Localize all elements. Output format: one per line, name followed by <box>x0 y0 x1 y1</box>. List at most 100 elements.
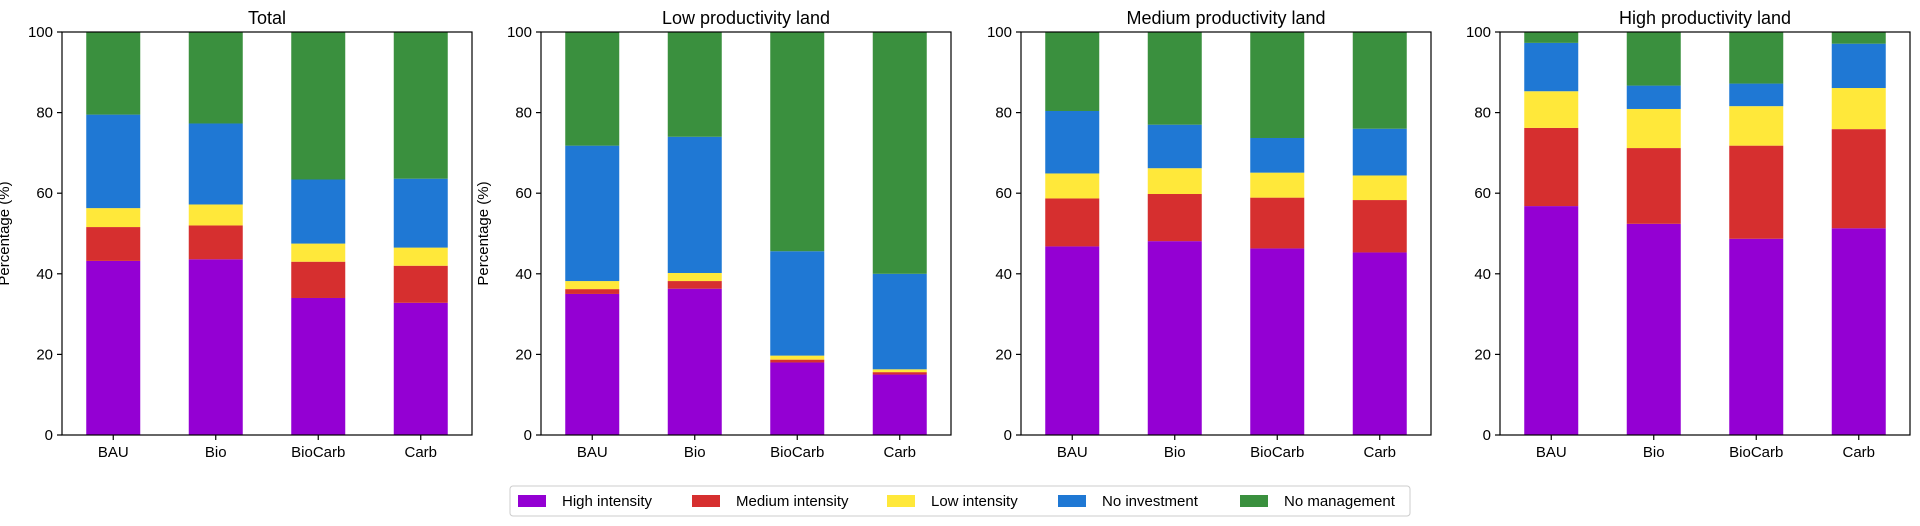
bar-segment-high-intensity-bio <box>1147 241 1202 435</box>
bar-segment-low-intensity-bau <box>86 208 141 228</box>
legend-swatch-no-management <box>1240 495 1268 507</box>
bar-segment-low-intensity-biocarb <box>770 355 825 360</box>
bar-segment-medium-intensity-biocarb <box>1250 197 1305 249</box>
x-tick-label-biocarb: BioCarb <box>1250 444 1304 461</box>
legend-box <box>509 485 1411 517</box>
y-tick-label: 20 <box>36 346 53 363</box>
bar-segment-low-intensity-biocarb <box>291 243 346 262</box>
bar-segment-medium-intensity-bau <box>1524 127 1579 207</box>
bar-segment-no-investment-bau <box>1045 110 1100 174</box>
y-tick-label: 60 <box>515 185 532 202</box>
x-tick-label-bio: Bio <box>684 444 706 461</box>
bar-segment-high-intensity-bio <box>1626 223 1681 435</box>
y-tick-label: 40 <box>995 266 1012 283</box>
bar-segment-medium-intensity-bio <box>667 281 722 289</box>
bar-segment-no-management-bau <box>86 32 141 115</box>
bar-segment-high-intensity-carb <box>1352 252 1407 435</box>
bar-segment-medium-intensity-bio <box>1147 194 1202 242</box>
y-tick-label: 80 <box>995 105 1012 122</box>
bar-segment-high-intensity-biocarb <box>1250 248 1305 435</box>
bar-segment-no-management-bio <box>667 32 722 137</box>
y-tick-label: 60 <box>1474 185 1491 202</box>
bar-segment-no-investment-bio <box>188 123 243 205</box>
bar-segment-medium-intensity-bau <box>565 289 620 294</box>
y-axis-label: Percentage (%) <box>0 181 13 285</box>
bar-segment-no-management-carb <box>1352 32 1407 129</box>
bar-segment-no-investment-biocarb <box>1729 83 1784 107</box>
bar-segment-high-intensity-bio <box>188 259 243 435</box>
legend-label-no-management: No management <box>1284 493 1396 510</box>
bar-segment-no-investment-carb <box>872 273 927 370</box>
x-tick-label-carb: Carb <box>883 444 916 461</box>
y-tick-label: 0 <box>1483 427 1491 444</box>
bar-segment-medium-intensity-bio <box>188 225 243 260</box>
bar-segment-no-management-biocarb <box>291 32 346 180</box>
legend-swatch-low-intensity <box>887 495 915 507</box>
bar-segment-no-management-bio <box>1626 32 1681 86</box>
bar-segment-no-investment-carb <box>1831 43 1886 89</box>
y-tick-label: 100 <box>28 24 53 41</box>
y-tick-label: 20 <box>1474 346 1491 363</box>
bar-segment-medium-intensity-carb <box>872 372 927 375</box>
bar-segment-low-intensity-biocarb <box>1729 106 1784 146</box>
bar-segment-no-investment-bau <box>86 114 141 209</box>
panel-high-productivity-land: 0 20 40 60 80 100 BAU Bio BioCarb Carb High produc… <box>1466 8 1911 461</box>
bar-segment-high-intensity-bau <box>86 260 141 435</box>
y-tick-label: 100 <box>1466 24 1491 41</box>
bar-segment-high-intensity-bau <box>1045 246 1100 435</box>
bar-segment-no-management-carb <box>1831 32 1886 44</box>
bar-segment-low-intensity-biocarb <box>1250 172 1305 198</box>
bar-segment-medium-intensity-bio <box>1626 148 1681 224</box>
bar-segment-no-management-bau <box>1045 32 1100 111</box>
bar-segment-no-investment-bau <box>1524 42 1579 92</box>
bar-segment-low-intensity-carb <box>872 369 927 373</box>
bar-segment-no-management-carb <box>393 32 448 179</box>
bar-segment-high-intensity-carb <box>1831 228 1886 435</box>
x-tick-label-bio: Bio <box>205 444 227 461</box>
y-tick-label: 100 <box>507 24 532 41</box>
y-tick-label: 20 <box>515 346 532 363</box>
legend-label-high-intensity: High intensity <box>562 493 653 510</box>
bar-segment-medium-intensity-biocarb <box>1729 145 1784 239</box>
y-tick-label: 0 <box>1004 427 1012 444</box>
y-tick-label: 20 <box>995 346 1012 363</box>
x-tick-label-bio: Bio <box>1643 444 1665 461</box>
bar-segment-low-intensity-bio <box>1626 108 1681 149</box>
bar-segment-low-intensity-bio <box>667 272 722 282</box>
y-tick-label: 60 <box>36 185 53 202</box>
y-tick-label: 0 <box>524 427 532 444</box>
plot-frame <box>1020 31 1432 436</box>
bar-segment-high-intensity-biocarb <box>770 362 825 435</box>
bar-segment-high-intensity-carb <box>393 302 448 435</box>
bar-segment-no-investment-biocarb <box>291 179 346 244</box>
plot-frame <box>1499 31 1911 436</box>
bar-segment-low-intensity-bio <box>188 204 243 226</box>
bar-segment-no-management-bio <box>188 32 243 124</box>
panel-title: Medium productivity land <box>1126 8 1325 28</box>
legend-swatch-medium-intensity <box>692 495 720 507</box>
y-tick-label: 100 <box>987 24 1012 41</box>
panel-medium-productivity-land: 0 20 40 60 80 100 BAU Bio BioCarb Carb Medium prod… <box>987 8 1432 461</box>
legend-swatch-high-intensity <box>518 495 546 507</box>
bar-segment-low-intensity-bau <box>1045 173 1100 199</box>
bar-segment-no-investment-carb <box>1352 128 1407 176</box>
bar-segment-low-intensity-bau <box>1524 91 1579 128</box>
legend-label-low-intensity: Low intensity <box>931 493 1018 510</box>
bar-segment-medium-intensity-carb <box>1831 129 1886 229</box>
y-tick-label: 40 <box>1474 266 1491 283</box>
y-tick-label: 60 <box>995 185 1012 202</box>
x-tick-label-biocarb: BioCarb <box>770 444 824 461</box>
y-tick-label: 80 <box>515 105 532 122</box>
legend-swatch-no-investment <box>1058 495 1086 507</box>
legend-label-medium-intensity: Medium intensity <box>736 493 849 510</box>
panel-title: Low productivity land <box>662 8 830 28</box>
x-tick-label-bio: Bio <box>1164 444 1186 461</box>
bar-segment-no-investment-bau <box>565 145 620 282</box>
bar-segment-high-intensity-bau <box>565 293 620 435</box>
legend: High intensity Medium intensity Low intens… <box>509 485 1411 517</box>
bar-segment-high-intensity-bio <box>667 288 722 435</box>
y-tick-label: 80 <box>36 105 53 122</box>
bar-segment-medium-intensity-biocarb <box>770 359 825 363</box>
bar-segment-medium-intensity-carb <box>393 265 448 303</box>
